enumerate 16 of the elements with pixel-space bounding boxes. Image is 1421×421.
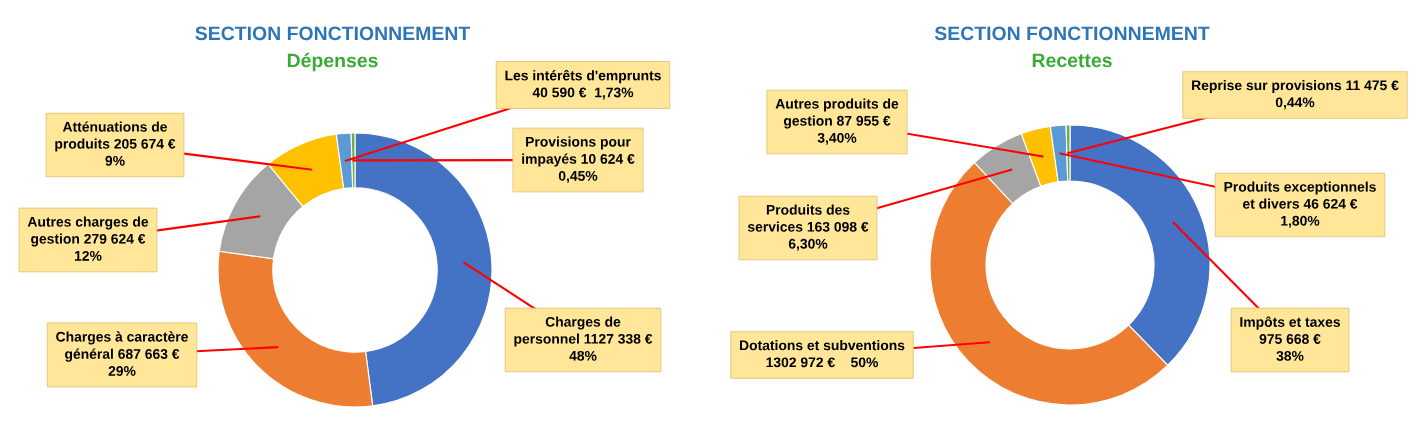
slice-label: Impôts et taxes 975 668 € 38% — [1240, 316, 1340, 361]
chart-subtitle: Recettes — [1032, 53, 1112, 68]
slice-label: Autres produits de gestion 87 955 € 3,40% — [775, 98, 899, 145]
slice-label: Atténuations de produits 205 674 € 9% — [55, 121, 176, 166]
slice-label: Provisions pour impayés 10 624 € 0,45% — [522, 136, 635, 183]
slice-label: Les intérêts d'emprunts 40 590 € 1,73% — [505, 69, 661, 100]
slice-label: Produits des services 163 098 € 6,30% — [747, 204, 869, 251]
slice-label: Dotations et subventions 1302 972 € 50% — [739, 340, 905, 368]
slice-label: Autres charges de gestion 279 624 € 12% — [27, 216, 149, 261]
chart-title: SECTION FONCTIONNEMENT — [195, 26, 471, 41]
chart-subtitle: Dépenses — [287, 52, 378, 72]
slice-label: Produits exceptionnels et divers 46 624 € 1,80% — [1224, 181, 1376, 228]
slice-label: Charges à caractère général 687 663 € 29% — [56, 331, 188, 376]
slice-label: Reprise sur provisions 11 475 € 0,44% — [1192, 80, 1399, 110]
slice-label: Charges de personnel 1127 338 € 48% — [514, 316, 653, 361]
chart-title: SECTION FONCTIONNEMENT — [934, 26, 1210, 41]
